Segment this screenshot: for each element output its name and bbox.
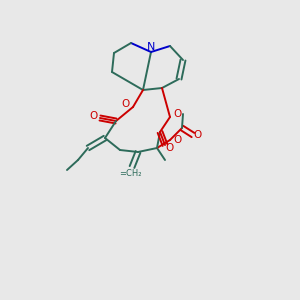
Text: N: N	[147, 42, 155, 52]
Text: O: O	[166, 143, 174, 153]
Text: O: O	[122, 99, 130, 109]
Text: O: O	[173, 135, 181, 145]
Text: O: O	[90, 111, 98, 121]
Text: O: O	[194, 130, 202, 140]
Text: =CH₂: =CH₂	[119, 169, 141, 178]
Text: O: O	[173, 109, 181, 119]
